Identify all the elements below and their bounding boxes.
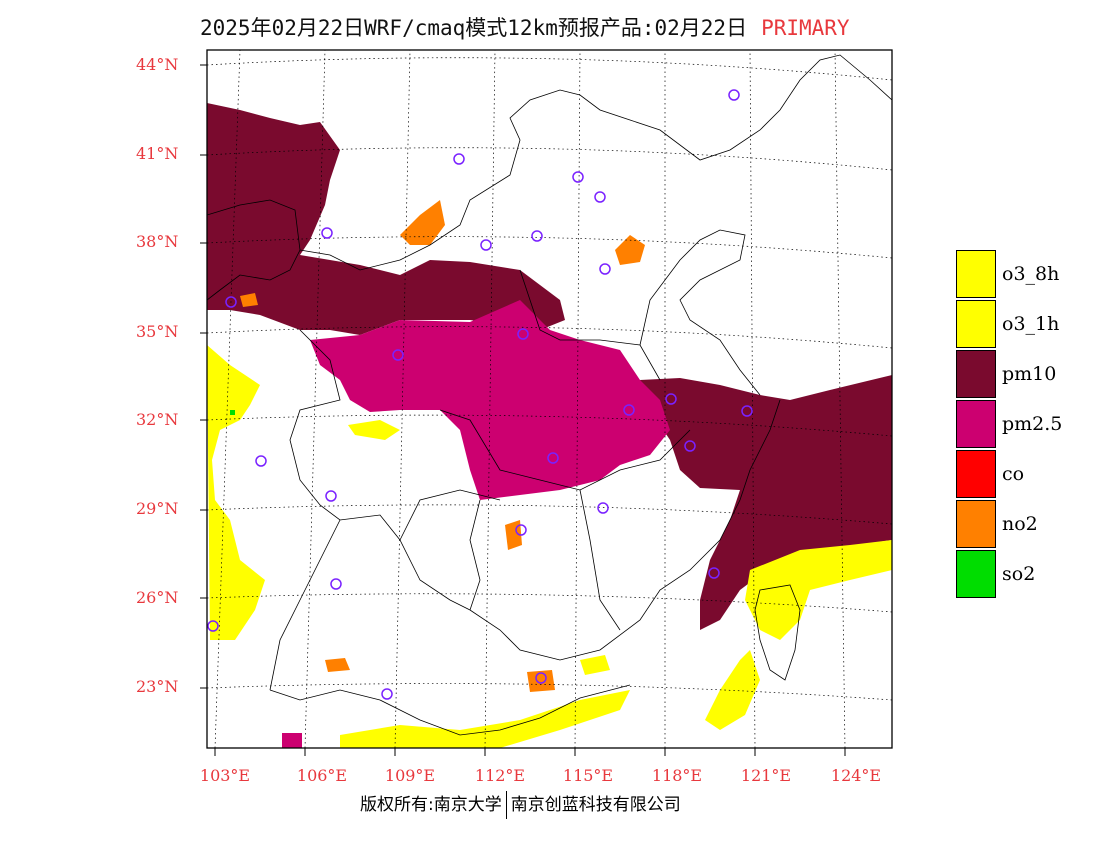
legend-label-pm25: pm2.5 (1002, 413, 1063, 435)
lon-label-121: 121°E (740, 766, 792, 785)
title-text: 2025年02月22日WRF/cmaq模式12km预报产品:02月22日 (200, 16, 748, 40)
lat-label-41: 41°N (136, 144, 179, 163)
footer-separator (505, 791, 507, 819)
legend-label-pm10: pm10 (1002, 363, 1057, 385)
no2-patch-2 (615, 235, 645, 265)
o3-region-south-sea (705, 650, 760, 730)
no2-patch-4 (505, 520, 522, 550)
city-marker (665, 393, 677, 405)
lat-label-26: 26°N (136, 588, 179, 607)
legend-swatch-pm10 (956, 350, 996, 398)
copyright-left: 版权所有:南京大学 (360, 795, 502, 815)
pm25-patch-south (282, 733, 302, 748)
lon-label-109: 109°E (384, 766, 436, 785)
city-marker (392, 349, 404, 361)
city-marker (684, 440, 696, 452)
city-marker (207, 620, 219, 632)
lat-label-38: 38°N (136, 232, 179, 251)
city-marker (597, 502, 609, 514)
city-marker (623, 404, 635, 416)
lon-label-115: 115°E (562, 766, 614, 785)
primary-tag: PRIMARY (761, 16, 850, 40)
city-marker (480, 239, 492, 251)
lon-label-106: 106°E (296, 766, 348, 785)
o3-region-south-coast (340, 690, 630, 748)
city-marker (535, 672, 547, 684)
lon-label-124: 124°E (830, 766, 882, 785)
legend-swatch-o3-1h (956, 300, 996, 348)
city-marker (255, 455, 267, 467)
lon-label-112: 112°E (474, 766, 526, 785)
legend-label-no2: no2 (1002, 513, 1038, 535)
lat-label-23: 23°N (136, 677, 179, 696)
city-marker (531, 230, 543, 242)
legend-label-so2: so2 (1002, 563, 1036, 585)
lon-label-103: 103°E (199, 766, 251, 785)
o3-patch-2 (580, 655, 610, 675)
map-frame (206, 49, 893, 749)
city-marker (453, 153, 465, 165)
so2-patch (230, 410, 235, 415)
city-marker (572, 171, 584, 183)
pm10-region-east (640, 375, 892, 630)
city-marker (321, 227, 333, 239)
city-marker (381, 688, 393, 700)
legend-swatch-co (956, 450, 996, 498)
legend-label-o3-1h: o3_1h (1002, 313, 1060, 335)
city-marker (594, 191, 606, 203)
lat-label-29: 29°N (136, 499, 179, 518)
copyright-right: 南京创蓝科技有限公司 (510, 795, 681, 815)
city-marker (599, 263, 611, 275)
city-marker (515, 524, 527, 536)
city-marker (325, 490, 337, 502)
map-title: 2025年02月22日WRF/cmaq模式12km预报产品:02月22日 PRIM… (200, 12, 850, 42)
city-marker (330, 578, 342, 590)
o3-region-east-sea (745, 540, 892, 640)
legend-label-o3-8h: o3_8h (1002, 263, 1060, 285)
o3-patch-1 (348, 420, 400, 440)
city-marker (547, 452, 559, 464)
o3-region-west (207, 345, 265, 640)
lon-label-118: 118°E (651, 766, 703, 785)
no2-patch-1 (400, 200, 445, 245)
city-marker (517, 328, 529, 340)
city-marker (708, 567, 720, 579)
no2-patch-5 (325, 658, 350, 672)
no2-patch-3 (527, 670, 555, 692)
legend-swatch-pm25 (956, 400, 996, 448)
lat-label-32: 32°N (136, 410, 179, 429)
legend-label-co: co (1002, 463, 1025, 485)
lat-label-44: 44°N (136, 55, 179, 74)
copyright-footer: 版权所有:南京大学 南京创蓝科技有限公司 (360, 790, 681, 819)
no2-patch-6 (240, 293, 258, 307)
pm10-region-northwest (207, 103, 565, 335)
city-marker (728, 89, 740, 101)
legend-swatch-so2 (956, 550, 996, 598)
lat-label-35: 35°N (136, 322, 179, 341)
legend-swatch-no2 (956, 500, 996, 548)
legend-swatch-o3-8h (956, 250, 996, 298)
city-marker (225, 296, 237, 308)
city-marker (741, 405, 753, 417)
